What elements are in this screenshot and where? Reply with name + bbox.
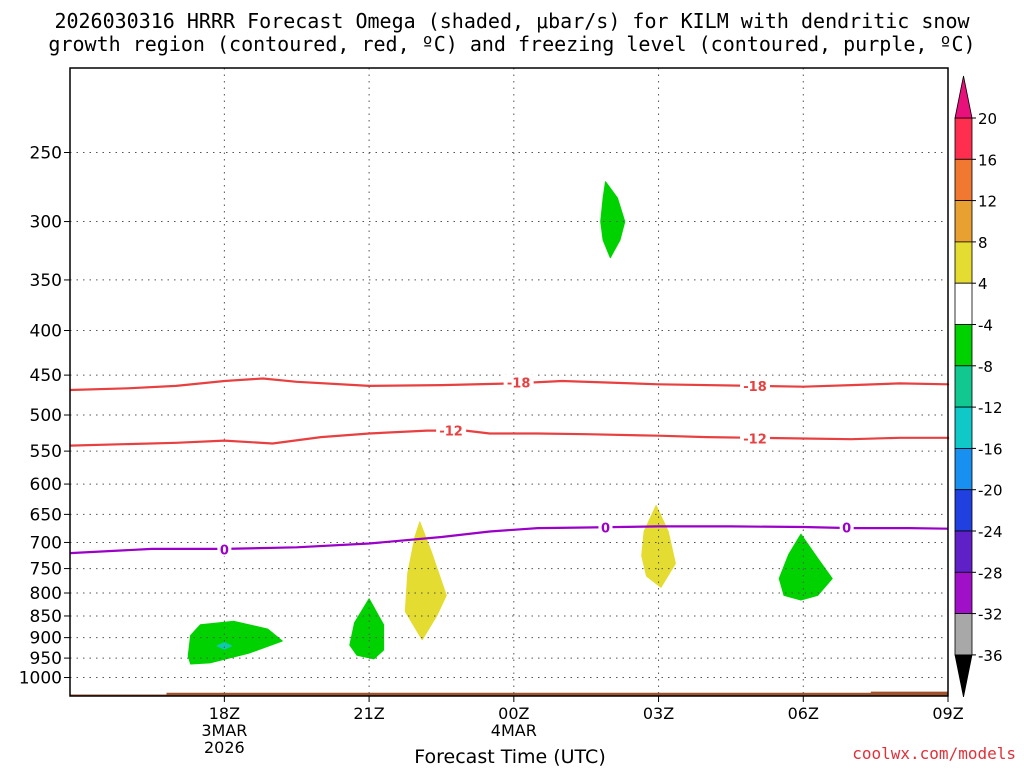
colorbar-swatch-6 [954, 365, 973, 408]
plot-frame [69, 67, 949, 697]
contour-label-bg-0-0 [503, 374, 534, 390]
contour-label-1-0: -12 [439, 425, 463, 440]
colorbar-label-13: -36 [978, 647, 1003, 665]
contour-0 [69, 525, 949, 555]
colorbar-label-5: -4 [978, 317, 993, 335]
colorbar-swatch-2 [954, 200, 973, 243]
contour-neg18 [69, 377, 950, 392]
x-tick-label-09Z-0: 09Z [932, 704, 963, 723]
colorbar-label-11: -28 [978, 564, 1003, 582]
y-tick-label-300: 300 [30, 213, 62, 233]
colorbar-swatch-1 [954, 158, 973, 202]
colorbar: 20 16 12 8 4 -4 -8 -12 -16 -20 -24 -28 -32 -36 [954, 75, 1003, 697]
y-tick-label-700: 700 [30, 533, 62, 553]
x-tick-label-00Z-0: 00Z [498, 704, 529, 723]
colorbar-label-9: -20 [978, 482, 1003, 500]
y-tick-label-550: 550 [30, 442, 62, 462]
omega-region-6 [778, 533, 833, 601]
y-tick-label-350: 350 [30, 271, 62, 291]
y-tick-label-250: 250 [30, 144, 62, 164]
colorbar-label-12: -32 [978, 606, 1003, 624]
x-tick-label-00Z-1: 4MAR [491, 721, 537, 740]
contour-label-0-0: -18 [507, 377, 531, 392]
chart-title-line1: 2026030316 HRRR Forecast Omega (shaded, … [54, 9, 970, 33]
y-tick-label-500: 500 [30, 406, 62, 426]
colorbar-label-3: 8 [978, 234, 988, 252]
x-tick-label-03Z-0: 03Z [643, 704, 674, 723]
y-tick-label-600: 600 [30, 475, 62, 495]
colorbar-swatch-8 [954, 447, 973, 491]
contour-label-bg-1-1 [740, 430, 771, 446]
x-tick-label-21Z-0: 21Z [353, 704, 384, 723]
colorbar-swatch-3 [954, 241, 973, 284]
colorbar-swatch-11 [954, 571, 973, 614]
y-tick-label-650: 650 [30, 505, 62, 525]
colorbar-swatch-5 [954, 324, 973, 367]
chart-title-line2: growth region (contoured, red, ºC) and f… [48, 32, 976, 56]
colorbar-swatch-9 [954, 489, 973, 532]
omega-region-1 [187, 620, 283, 665]
x-tick-label-18Z-2: 2026 [204, 738, 245, 757]
colorbar-swatch-12 [954, 613, 973, 656]
colorbar-swatch-7 [954, 406, 973, 449]
x-tick-label-18Z-0: 18Z [209, 704, 240, 723]
colorbar-top-arrow [954, 75, 973, 119]
contour-label-bg-2-2 [839, 519, 854, 535]
x-tick-label-18Z-1: 3MAR [201, 721, 247, 740]
contour-label-bg-2-0 [217, 541, 232, 557]
colorbar-swatch-4 [954, 282, 973, 325]
y-tick-label-900: 900 [30, 629, 62, 649]
colorbar-bottom-arrow [954, 654, 973, 697]
source-credit: coolwx.com/models [852, 744, 1016, 763]
colorbar-label-2: 12 [978, 193, 997, 211]
colorbar-label-7: -12 [978, 399, 1003, 417]
omega-region-0 [600, 181, 626, 259]
plot-area: -18 -18 -12 -12 0 0 0 [69, 68, 950, 696]
x-axis-label: Forecast Time (UTC) [414, 746, 606, 768]
contour-label-bg-0-1 [740, 377, 771, 393]
contour-label-1-1: -12 [743, 433, 767, 448]
colorbar-label-0: 20 [978, 110, 997, 128]
colorbar-swatch-10 [954, 530, 973, 573]
colorbar-label-4: 4 [978, 275, 988, 293]
colorbar-label-6: -8 [978, 358, 993, 376]
x-tick-label-06Z-0: 06Z [788, 704, 819, 723]
y-tick-label-1000: 1000 [19, 669, 62, 689]
contour-label-bg-1-0 [436, 422, 467, 438]
terrain-surface [70, 691, 948, 696]
contour-label-bg-2-1 [598, 519, 613, 535]
contour-label-2-1: 0 [601, 522, 610, 537]
contour-label-2-0: 0 [220, 543, 229, 558]
colorbar-label-1: 16 [978, 151, 997, 169]
contour-label-0-1: -18 [743, 380, 767, 395]
y-tick-label-850: 850 [30, 607, 62, 627]
omega-region-3 [349, 598, 385, 660]
y-tick-label-800: 800 [30, 584, 62, 604]
contour-label-2-2: 0 [842, 522, 851, 537]
colorbar-label-8: -16 [978, 440, 1003, 458]
omega-region-4 [404, 521, 447, 641]
y-tick-label-450: 450 [30, 366, 62, 386]
y-axis: 2503003504004505005506006507007508008509… [19, 144, 70, 689]
colorbar-label-10: -24 [978, 523, 1003, 541]
y-tick-label-400: 400 [30, 322, 62, 342]
y-tick-label-950: 950 [30, 649, 62, 669]
colorbar-swatch-0 [954, 117, 973, 160]
omega-region-2 [216, 642, 233, 650]
contour-neg12 [69, 429, 950, 447]
y-tick-label-750: 750 [30, 560, 62, 580]
